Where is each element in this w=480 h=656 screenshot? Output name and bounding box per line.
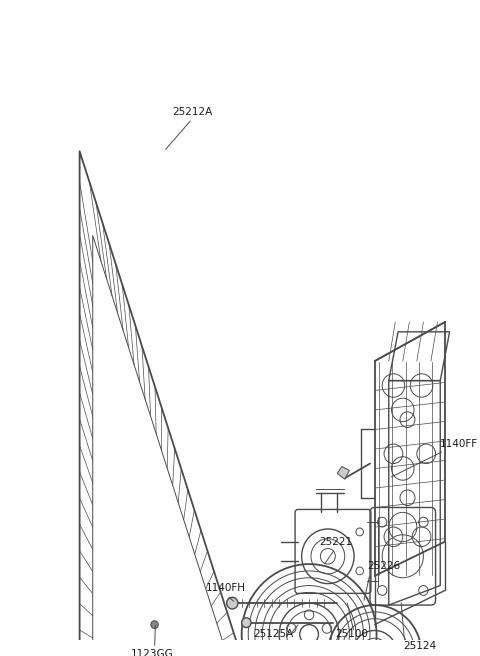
Circle shape [241,618,251,628]
Text: 1140FH: 1140FH [206,583,246,592]
Circle shape [151,621,158,628]
Circle shape [227,597,238,609]
Text: 25100: 25100 [336,629,368,640]
Text: 25226: 25226 [367,561,400,571]
Polygon shape [337,466,349,479]
Text: 25221: 25221 [319,537,352,546]
Circle shape [368,647,381,656]
Text: 25125A: 25125A [253,629,293,640]
Text: 25124: 25124 [403,641,436,651]
Text: 25212A: 25212A [172,107,212,117]
Text: 1123GG: 1123GG [131,649,174,656]
Text: 1140FF: 1140FF [440,439,479,449]
Circle shape [300,625,319,644]
